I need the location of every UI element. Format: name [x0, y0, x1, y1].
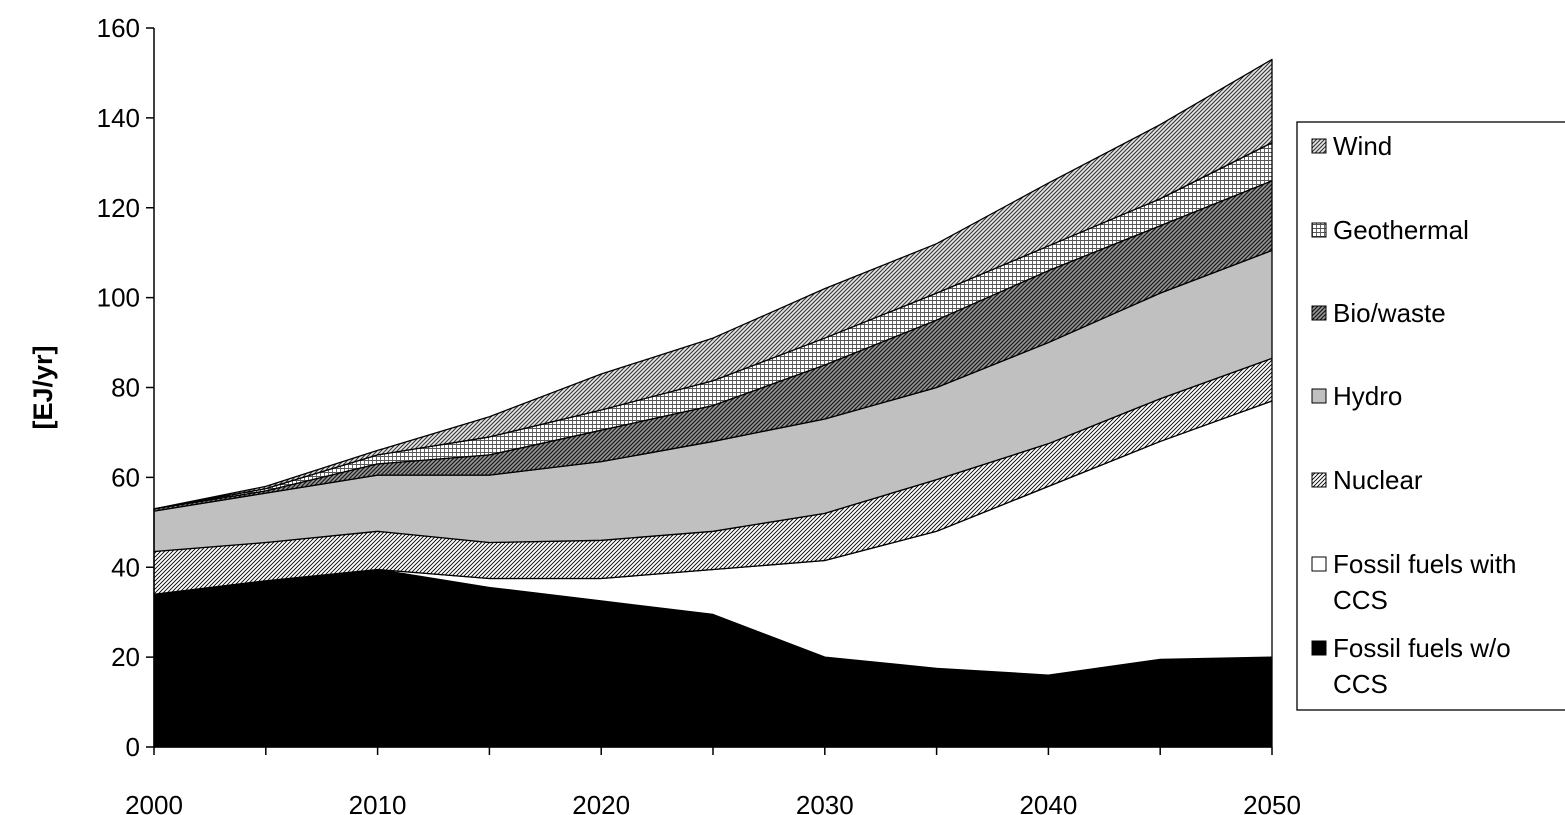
- legend-swatch-fossil-fuels-w-o-ccs: [1311, 640, 1327, 656]
- legend-label-wind: Wind: [1333, 131, 1392, 161]
- legend-swatch-nuclear: [1311, 472, 1327, 488]
- x-tick-label: 2050: [1243, 790, 1301, 815]
- legend-swatch-fossil-fuels-with-ccs: [1311, 556, 1327, 572]
- legend-label-fossil-fuels-w-o-ccs: Fossil fuels w/o: [1333, 633, 1511, 663]
- x-tick-label: 2010: [349, 790, 407, 815]
- legend: Wind Geothermal Bio/waste Hydro Nuclear Fossi…: [1296, 121, 1565, 711]
- area-series-group: [153, 58, 1273, 748]
- x-tick-label: 2030: [796, 790, 854, 815]
- legend-label-hydro: Hydro: [1333, 381, 1402, 411]
- legend-label-geothermal: Geothermal: [1333, 215, 1469, 245]
- legend-label-fossil-fuels-with-ccs: Fossil fuels with: [1333, 549, 1517, 579]
- y-tick-label: 120: [97, 193, 140, 223]
- y-tick-label: 100: [97, 283, 140, 313]
- legend-swatch-geothermal: [1311, 222, 1327, 238]
- x-tick-label: 2000: [125, 790, 183, 815]
- y-tick-label: 140: [97, 103, 140, 133]
- y-tick-label: 0: [126, 732, 140, 762]
- legend-label-nuclear: Nuclear: [1333, 465, 1423, 495]
- y-tick-label: 160: [97, 13, 140, 43]
- legend-label-bio-waste: Bio/waste: [1333, 298, 1446, 328]
- legend-label-fossil-fuels-with-ccs: CCS: [1333, 585, 1388, 615]
- y-tick-label: 60: [111, 462, 140, 492]
- x-tick-label: 2040: [1019, 790, 1077, 815]
- y-axis-title: [EJ/yr]: [28, 345, 58, 429]
- y-tick-label: 40: [111, 552, 140, 582]
- y-tick-label: 20: [111, 642, 140, 672]
- legend-swatch-bio-waste: [1311, 305, 1327, 321]
- legend-label-fossil-fuels-w-o-ccs: CCS: [1333, 669, 1388, 699]
- x-tick-label: 2020: [572, 790, 630, 815]
- legend-swatch-hydro: [1311, 388, 1327, 404]
- area-wind: [153, 58, 1273, 510]
- legend-swatch-wind: [1311, 138, 1327, 154]
- legend-box: [1296, 121, 1565, 711]
- y-tick-label: 80: [111, 373, 140, 403]
